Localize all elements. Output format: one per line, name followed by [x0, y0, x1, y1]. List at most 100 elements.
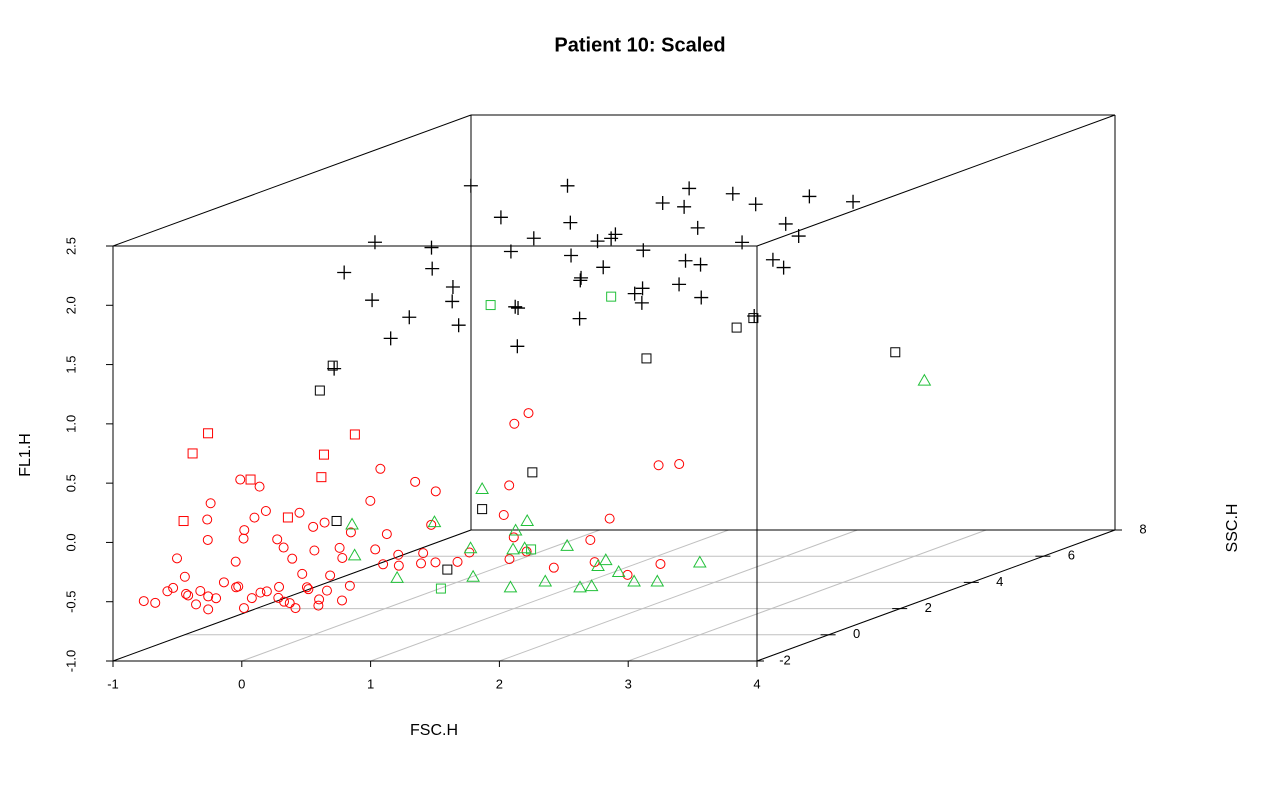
- point-circle: [308, 521, 319, 532]
- y-tick-label: 4: [996, 574, 1003, 589]
- z-tick-label: 2.0: [63, 296, 78, 314]
- point-plus: [511, 301, 526, 316]
- point-circle: [179, 571, 190, 582]
- point-triangle: [427, 515, 442, 528]
- point-triangle: [466, 569, 480, 582]
- point-circle: [370, 544, 381, 555]
- point-plus: [682, 181, 697, 196]
- box-edge: [756, 114, 1116, 247]
- point-square: [314, 385, 325, 396]
- z-tick-label: -0.5: [63, 591, 78, 613]
- point-plus: [725, 186, 740, 201]
- point-circle: [303, 584, 314, 595]
- point-circle: [274, 581, 285, 592]
- point-triangle: [506, 542, 520, 555]
- point-square: [442, 564, 453, 575]
- y-tick-label: 2: [925, 600, 932, 615]
- grid-line: [370, 529, 729, 662]
- point-circle: [272, 534, 283, 545]
- point-plus: [445, 280, 460, 295]
- point-square: [890, 347, 901, 358]
- point-circle: [418, 548, 429, 559]
- grid-line: [628, 529, 987, 662]
- x-axis-title: FSC.H: [410, 722, 458, 739]
- point-square: [641, 353, 652, 364]
- point-circle: [344, 580, 355, 591]
- point-circle: [260, 505, 271, 516]
- point-triangle: [650, 574, 665, 587]
- point-circle: [211, 593, 222, 604]
- point-circle: [523, 408, 534, 419]
- point-plus: [776, 260, 791, 275]
- point-circle: [255, 587, 266, 598]
- point-circle: [202, 534, 213, 545]
- point-square: [203, 428, 214, 439]
- y-tick-label: 8: [1139, 521, 1146, 536]
- point-plus: [508, 299, 523, 314]
- point-square: [606, 291, 617, 302]
- axes: -1 0 1 2 3 4 -1.0 -0.5 0.0 0.5 1.0 1.5 2.0 2.5 -2 0 2 4 6 8: [63, 237, 1146, 691]
- point-square: [316, 472, 327, 483]
- point-circle: [138, 596, 149, 607]
- point-triangle: [345, 517, 359, 530]
- point-triangle: [503, 580, 518, 593]
- grid-line: [499, 529, 858, 662]
- point-plus: [563, 215, 578, 230]
- point-plus: [677, 199, 692, 214]
- point-plus: [564, 248, 579, 263]
- point-circle: [301, 582, 312, 593]
- point-triangle: [917, 373, 932, 386]
- point-triangle: [520, 513, 535, 526]
- point-triangle: [627, 574, 641, 587]
- point-plus: [608, 227, 623, 242]
- point-square: [485, 300, 496, 311]
- point-plus: [635, 281, 650, 296]
- z-tick-label: 0.0: [63, 533, 78, 551]
- point-square: [349, 429, 360, 440]
- point-circle: [233, 581, 244, 592]
- point-plus: [327, 361, 342, 376]
- point-circle: [585, 535, 596, 546]
- point-circle: [284, 598, 295, 609]
- point-triangle: [347, 548, 362, 561]
- box-edge: [756, 529, 1116, 662]
- point-circle: [191, 599, 202, 610]
- point-triangle: [584, 579, 599, 592]
- point-circle: [375, 463, 386, 474]
- point-square: [748, 313, 759, 324]
- point-circle: [218, 577, 229, 588]
- point-circle: [365, 495, 376, 506]
- point-triangle: [692, 555, 707, 568]
- point-plus: [445, 294, 460, 309]
- point-triangle: [463, 541, 478, 554]
- point-circle: [337, 595, 347, 606]
- point-square: [318, 449, 329, 460]
- point-plus: [510, 339, 525, 354]
- point-triangle: [538, 574, 553, 587]
- point-plus: [402, 310, 417, 325]
- point-square: [331, 515, 342, 526]
- point-circle: [195, 585, 206, 596]
- z-axis-title: FL1.H: [17, 433, 34, 477]
- point-plus: [425, 261, 440, 276]
- point-plus: [791, 229, 806, 244]
- point-circle: [309, 545, 320, 556]
- point-plus: [735, 235, 750, 250]
- point-circle: [162, 586, 173, 597]
- point-circle: [246, 593, 257, 604]
- y-axis-title: SSC.H: [1224, 504, 1241, 553]
- point-circle: [498, 509, 509, 520]
- z-tick-label: 1.5: [63, 356, 78, 374]
- box: [112, 114, 1116, 662]
- point-plus: [590, 234, 605, 249]
- point-circle: [254, 481, 265, 492]
- point-plus: [802, 189, 817, 204]
- point-square: [477, 504, 488, 515]
- point-circle: [313, 600, 324, 611]
- point-circle: [314, 594, 325, 605]
- points: [138, 178, 932, 615]
- y-tick-label: 6: [1068, 548, 1075, 563]
- point-circle: [452, 556, 463, 567]
